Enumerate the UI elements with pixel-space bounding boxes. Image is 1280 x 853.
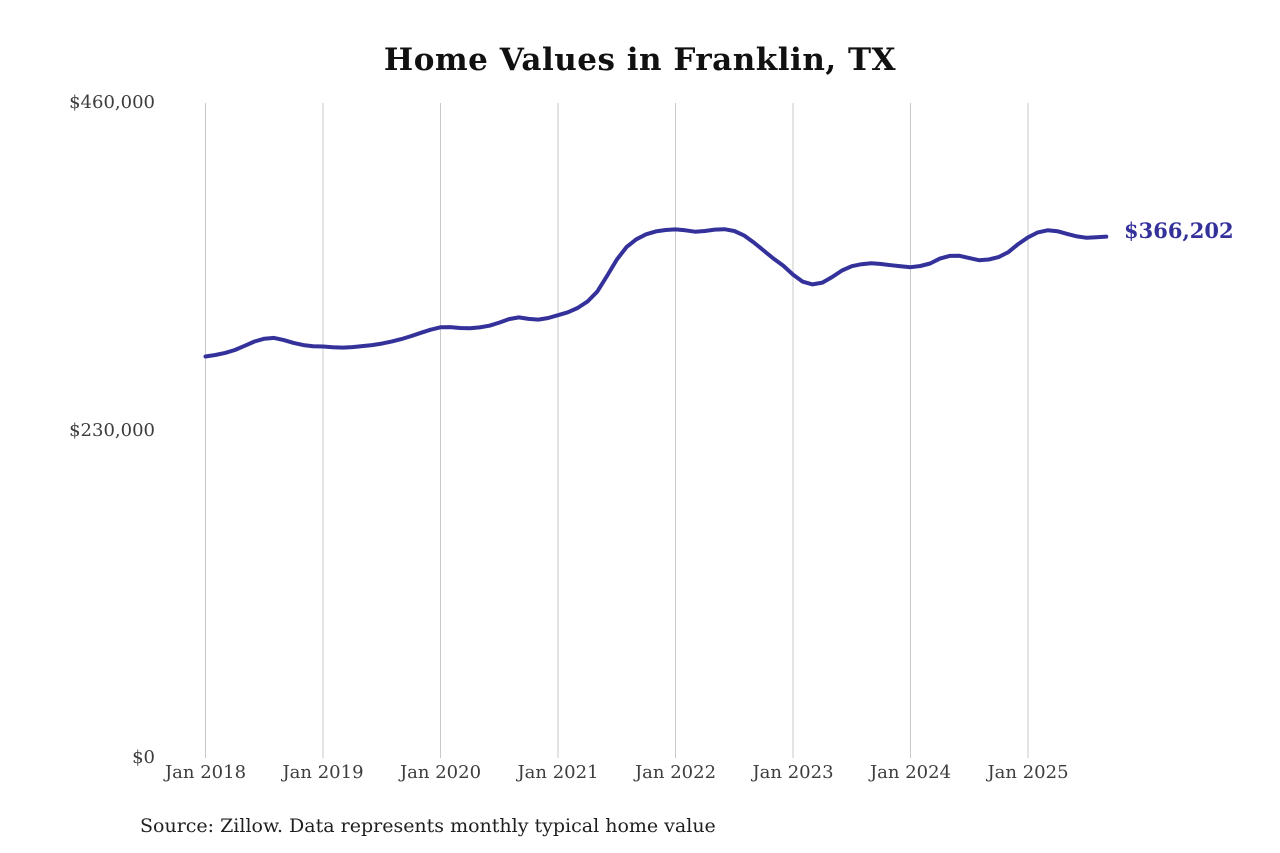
latest-value-label: $366,202 (1124, 218, 1234, 243)
x-axis-tick-2023: Jan 2023 (752, 762, 834, 783)
x-axis-tick-2024: Jan 2024 (869, 762, 952, 783)
x-axis-tick-2018: Jan 2018 (164, 762, 247, 783)
x-axis-tick-2019: Jan 2019 (282, 762, 364, 783)
home-value-line (203, 227, 1109, 359)
y-axis-tick-230000: $230,000 (69, 420, 155, 441)
source-note: Source: Zillow. Data represents monthly … (140, 815, 716, 837)
x-axis-tick-2025: Jan 2025 (987, 762, 1069, 783)
x-axis-tick-2021: Jan 2021 (517, 762, 599, 783)
x-axis-tick-2020: Jan 2020 (399, 762, 482, 783)
x-axis-tick-2022: Jan 2022 (634, 762, 717, 783)
vertical-gridlines (205, 103, 1029, 758)
y-axis-tick-0: $0 (132, 747, 155, 768)
y-axis-tick-460000: $460,000 (69, 92, 155, 113)
chart-title: Home Values in Franklin, TX (383, 42, 897, 78)
